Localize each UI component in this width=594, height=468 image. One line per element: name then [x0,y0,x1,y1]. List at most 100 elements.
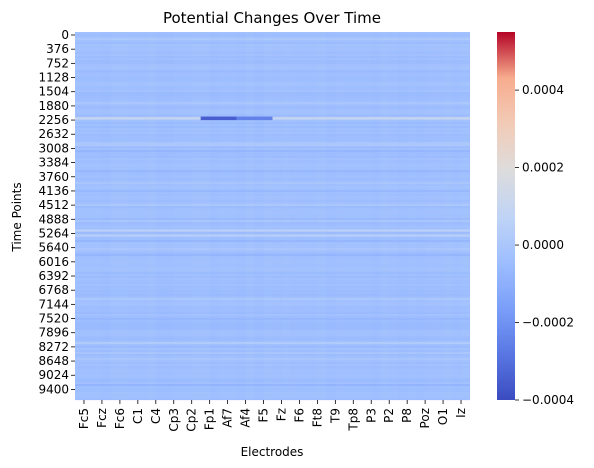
heatmap-column [389,32,399,400]
y-tick-label: 6392 [38,269,69,283]
y-tick-label: 5264 [38,226,69,240]
heatmap-column [308,32,318,400]
heatmap-row [75,290,470,293]
x-tick-label: F5 [257,408,271,423]
heatmap-row [75,112,470,115]
x-tick-label: Fc5 [77,408,91,429]
heatmap-row [75,238,470,241]
heatmap-row [75,130,470,133]
heatmap-row [75,398,470,401]
heatmap-row [75,302,470,305]
heatmap-row [75,280,470,283]
heatmap-row [75,300,470,303]
x-axis-label: Electrodes [241,445,304,459]
heatmap-row [75,62,470,65]
y-tick-label: 9400 [38,382,69,396]
y-axis-label: Time Points [10,182,24,252]
heatmap-row [75,104,470,107]
heatmap-row [75,42,470,45]
heatmap-row [75,100,470,103]
heatmap-row [75,34,470,37]
x-tick-label: Cp3 [167,408,181,432]
heatmap-row [75,154,470,157]
heatmap-row [75,354,470,357]
heatmap-row [75,298,470,301]
heatmap-row [75,136,470,139]
heatmap-column [326,32,336,400]
heatmap-row [75,74,470,77]
heatmap-row [75,206,470,209]
heatmap-row [75,360,470,363]
heatmap-row [75,224,470,227]
y-tick-label: 2256 [38,113,69,127]
heatmap-row [75,172,470,175]
y-tick-label: 2632 [38,127,69,141]
heatmap-row [75,120,470,123]
x-tick-label: P8 [400,408,414,423]
heatmap-row [75,288,470,291]
heatmap-column [182,32,192,400]
heatmap-row [75,374,470,377]
heatmap-row [75,268,470,271]
heatmap-row [75,68,470,71]
y-tick-label: 8272 [38,340,69,354]
heatmap-row [75,32,470,35]
y-tick-label: 4512 [38,198,69,212]
heatmap-row [75,320,470,323]
heatmap-column [209,32,219,400]
heatmap-row [75,310,470,313]
heatmap-row [75,316,470,319]
heatmap-row [75,364,470,367]
y-tick-label: 752 [46,56,69,70]
x-tick-label: Fp1 [203,408,217,430]
heatmap-row [75,132,470,135]
heatmap-row [75,376,470,379]
heatmap-row [75,50,470,53]
heatmap-row [75,200,470,203]
heatmap-row [75,386,470,389]
colorbar-tick-label: −0.0002 [522,316,574,330]
heatmap-row [75,128,470,131]
heatmap-row [75,190,470,193]
x-tick-label: Tp8 [346,408,360,432]
heatmap-column [281,32,291,400]
heatmap-row [75,324,470,327]
heatmap-row [75,84,470,87]
heatmap-row [75,318,470,321]
y-tick-label: 1128 [38,71,69,85]
heatmap-feature-row [75,341,470,345]
heatmap-row [75,348,470,351]
heatmap-row [75,378,470,381]
x-axis: Fc5 Fcz Fc6 C1 C4 Cp3 Cp2 Fp1 Af7 Af4 F5 Fz F6 Ft8 T9 T… [77,400,468,432]
heatmap-row [75,232,470,235]
heatmap-column [299,32,309,400]
heatmap-row [75,296,470,299]
heatmap-column [200,32,210,400]
heatmap-row [75,254,470,257]
heatmap-row [75,164,470,167]
heatmap-row [75,168,470,171]
heatmap-row [75,388,470,391]
heatmap-column [362,32,372,400]
y-tick-label: 7896 [38,326,69,340]
heatmap-column [236,32,246,400]
y-tick-label: 7144 [38,297,69,311]
heatmap-column [344,32,354,400]
heatmap-row [75,214,470,217]
heatmap-column [335,32,345,400]
heatmap-column [434,32,444,400]
heatmap-row [75,236,470,239]
heatmap-row [75,188,470,191]
heatmap-row [75,146,470,149]
heatmap-row [75,340,470,343]
heatmap-row [75,330,470,333]
heatmap-column [452,32,462,400]
y-tick-label: 7520 [38,312,69,326]
colorbar-tick-label: 0.0000 [522,238,564,252]
heatmap-row [75,252,470,255]
heatmap-column [101,32,111,400]
x-tick-label: Iz [454,408,468,418]
heatmap-row [75,208,470,211]
heatmap-row [75,66,470,69]
y-axis: 0376752112815041880225626323008338437604… [38,28,75,396]
